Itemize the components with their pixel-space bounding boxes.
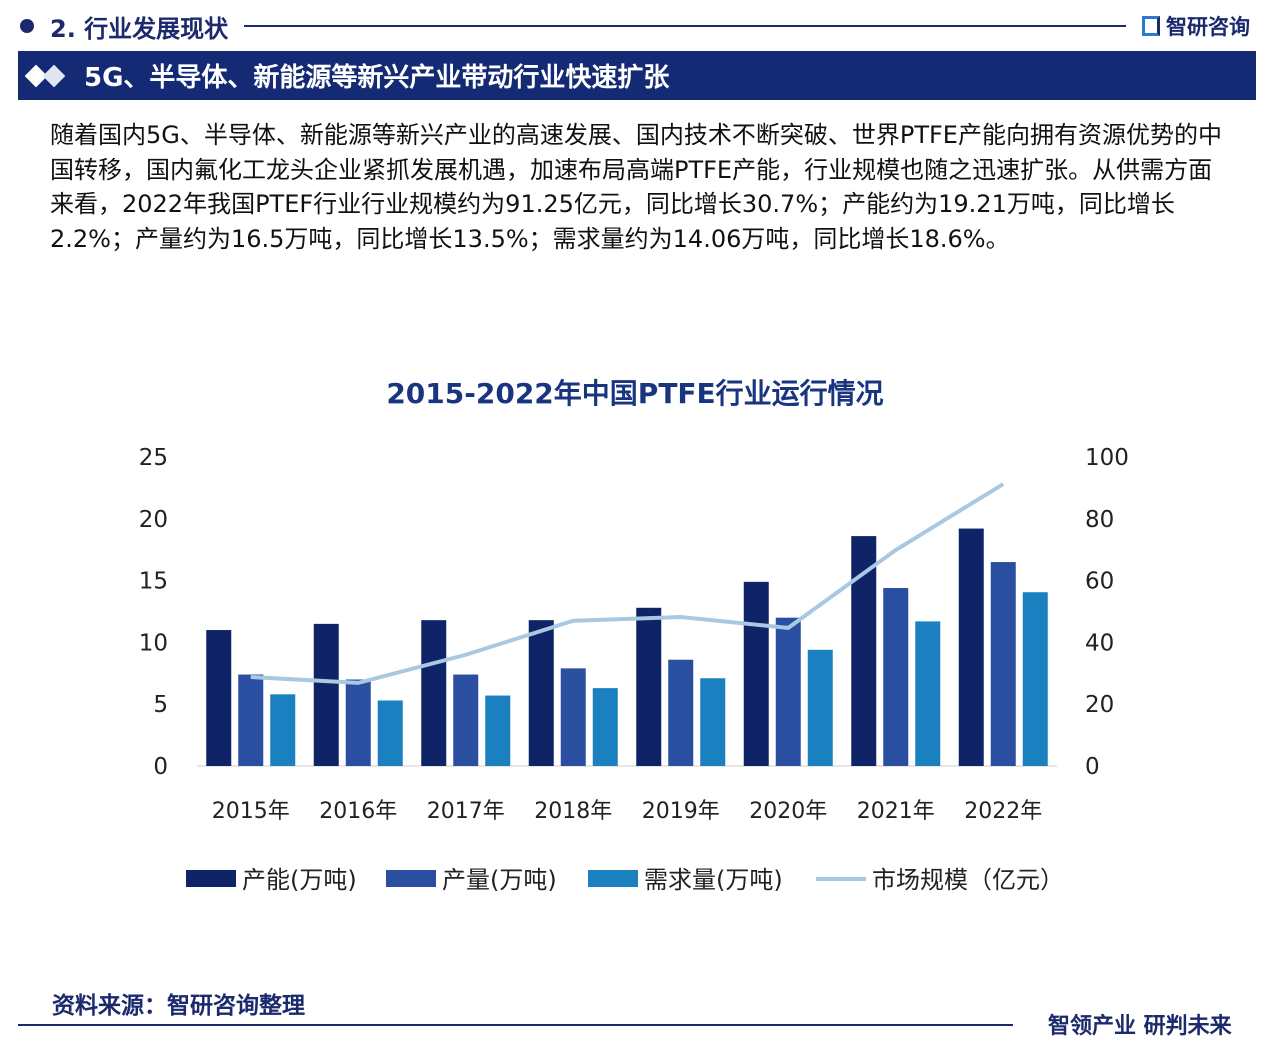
source-note: 资料来源：智研咨询整理 <box>52 993 305 1019</box>
y-left-tick: 5 <box>153 692 168 718</box>
header: 2. 行业发展现状 智研咨询 <box>20 8 1250 44</box>
y-left-tick: 0 <box>153 754 168 780</box>
legend-swatch <box>588 870 638 887</box>
x-tick-label: 2020年 <box>749 799 827 824</box>
x-tick-label: 2016年 <box>319 799 397 824</box>
bar-capacity <box>206 630 232 766</box>
logo-icon <box>1142 16 1160 36</box>
body-paragraph: 随着国内5G、半导体、新能源等新兴产业的高速发展、国内技术不断突破、世界PTFE… <box>50 121 1222 253</box>
bar-demand <box>485 695 511 766</box>
bar-capacity <box>528 620 554 766</box>
divider <box>244 25 1126 27</box>
bar-production <box>238 674 264 766</box>
legend-swatch <box>386 870 436 887</box>
logo-text: 智研咨询 <box>1166 15 1250 39</box>
bar-demand <box>807 649 833 766</box>
bar-production <box>453 674 479 766</box>
bar-capacity <box>958 528 984 766</box>
bar-production <box>775 617 801 766</box>
bar-capacity <box>421 620 447 766</box>
x-tick-label: 2019年 <box>642 799 720 824</box>
y-right-tick: 100 <box>1085 445 1129 471</box>
bar-capacity <box>636 607 662 766</box>
chart-title: 2015-2022年中国PTFE行业运行情况 <box>386 377 884 410</box>
slogan: 智领产业 研判未来 <box>1048 1014 1232 1039</box>
section-title: 2. 行业发展现状 <box>50 14 229 43</box>
bar-demand <box>1022 592 1048 766</box>
x-tick-label: 2017年 <box>427 799 505 824</box>
legend-label: 产量(万吨) <box>442 866 557 894</box>
bar-demand <box>377 700 403 766</box>
bar-demand <box>270 694 296 766</box>
x-tick-label: 2022年 <box>964 799 1042 824</box>
bar-demand <box>700 678 726 766</box>
bar-demand <box>592 688 618 766</box>
legend-label: 需求量(万吨) <box>644 866 783 894</box>
bar-capacity <box>851 536 877 766</box>
bar-production <box>668 659 694 766</box>
bar-production <box>560 668 586 766</box>
bar-demand <box>915 621 941 766</box>
y-left-tick: 25 <box>139 445 168 471</box>
y-right-tick: 20 <box>1085 692 1114 718</box>
banner-title: 5G、半导体、新能源等新兴产业带动行业快速扩张 <box>84 63 670 93</box>
logo: 智研咨询 <box>1142 11 1250 41</box>
y-left-tick: 15 <box>139 569 168 595</box>
x-tick-label: 2018年 <box>534 799 612 824</box>
y-right-tick: 60 <box>1085 569 1114 595</box>
y-right-tick: 80 <box>1085 507 1114 533</box>
legend-label: 市场规模（亿元） <box>872 866 1064 894</box>
y-left-tick: 10 <box>139 630 168 656</box>
bar-production <box>990 562 1016 766</box>
y-right-tick: 40 <box>1085 630 1114 656</box>
bullet-icon <box>20 19 34 33</box>
x-tick-label: 2015年 <box>212 799 290 824</box>
x-tick-label: 2021年 <box>857 799 935 824</box>
bar-capacity <box>743 581 769 766</box>
footer-divider <box>18 1024 1013 1026</box>
bar-capacity <box>313 623 339 766</box>
legend-label: 产能(万吨) <box>242 866 357 894</box>
bar-production <box>883 588 909 766</box>
y-left-tick: 20 <box>139 507 168 533</box>
bar-production <box>345 679 371 766</box>
legend-swatch <box>186 870 236 887</box>
banner: 5G、半导体、新能源等新兴产业带动行业快速扩张 <box>18 51 1256 100</box>
line-market-size <box>250 482 1005 685</box>
y-right-tick: 0 <box>1085 754 1100 780</box>
